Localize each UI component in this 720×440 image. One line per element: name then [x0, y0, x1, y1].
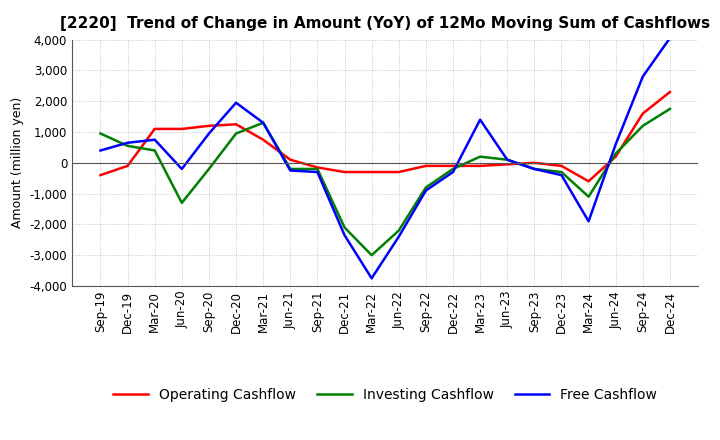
Investing Cashflow — [476, 154, 485, 159]
Free Cashflow — [557, 172, 566, 178]
Free Cashflow — [639, 74, 647, 79]
Y-axis label: Amount (million yen): Amount (million yen) — [11, 97, 24, 228]
Operating Cashflow — [665, 89, 674, 95]
Operating Cashflow — [150, 126, 159, 132]
Free Cashflow — [150, 137, 159, 142]
Free Cashflow — [503, 157, 511, 162]
Investing Cashflow — [150, 148, 159, 153]
Operating Cashflow — [313, 165, 322, 170]
Free Cashflow — [204, 131, 213, 136]
Free Cashflow — [96, 148, 105, 153]
Operating Cashflow — [421, 163, 430, 169]
Free Cashflow — [611, 142, 620, 147]
Investing Cashflow — [611, 151, 620, 156]
Operating Cashflow — [178, 126, 186, 132]
Investing Cashflow — [232, 131, 240, 136]
Free Cashflow — [476, 117, 485, 122]
Investing Cashflow — [639, 123, 647, 128]
Operating Cashflow — [367, 169, 376, 175]
Operating Cashflow — [286, 157, 294, 162]
Free Cashflow — [367, 275, 376, 281]
Investing Cashflow — [584, 194, 593, 199]
Investing Cashflow — [259, 120, 268, 125]
Investing Cashflow — [395, 228, 403, 233]
Free Cashflow — [421, 188, 430, 193]
Operating Cashflow — [530, 160, 539, 165]
Investing Cashflow — [421, 185, 430, 190]
Free Cashflow — [449, 169, 457, 175]
Investing Cashflow — [530, 166, 539, 172]
Free Cashflow — [665, 35, 674, 40]
Free Cashflow — [313, 169, 322, 175]
Operating Cashflow — [557, 163, 566, 169]
Investing Cashflow — [449, 166, 457, 172]
Investing Cashflow — [665, 106, 674, 111]
Free Cashflow — [232, 100, 240, 105]
Investing Cashflow — [367, 253, 376, 258]
Operating Cashflow — [476, 163, 485, 169]
Free Cashflow — [530, 166, 539, 172]
Operating Cashflow — [259, 137, 268, 142]
Investing Cashflow — [96, 131, 105, 136]
Investing Cashflow — [341, 225, 349, 230]
Free Cashflow — [178, 166, 186, 172]
Free Cashflow — [584, 219, 593, 224]
Investing Cashflow — [204, 166, 213, 172]
Legend: Operating Cashflow, Investing Cashflow, Free Cashflow: Operating Cashflow, Investing Cashflow, … — [107, 382, 663, 407]
Operating Cashflow — [395, 169, 403, 175]
Line: Free Cashflow: Free Cashflow — [101, 38, 670, 279]
Investing Cashflow — [557, 169, 566, 175]
Line: Operating Cashflow: Operating Cashflow — [101, 92, 670, 181]
Operating Cashflow — [123, 163, 132, 169]
Free Cashflow — [123, 140, 132, 145]
Title: [2220]  Trend of Change in Amount (YoY) of 12Mo Moving Sum of Cashflows: [2220] Trend of Change in Amount (YoY) o… — [60, 16, 710, 32]
Operating Cashflow — [204, 123, 213, 128]
Investing Cashflow — [286, 166, 294, 172]
Operating Cashflow — [341, 169, 349, 175]
Free Cashflow — [395, 234, 403, 239]
Operating Cashflow — [503, 161, 511, 167]
Operating Cashflow — [449, 163, 457, 169]
Investing Cashflow — [313, 166, 322, 172]
Operating Cashflow — [584, 179, 593, 184]
Operating Cashflow — [611, 154, 620, 159]
Investing Cashflow — [123, 143, 132, 148]
Free Cashflow — [286, 168, 294, 173]
Investing Cashflow — [503, 157, 511, 162]
Free Cashflow — [259, 120, 268, 125]
Investing Cashflow — [178, 200, 186, 205]
Line: Investing Cashflow: Investing Cashflow — [101, 109, 670, 255]
Operating Cashflow — [232, 121, 240, 127]
Free Cashflow — [341, 232, 349, 238]
Operating Cashflow — [639, 111, 647, 116]
Operating Cashflow — [96, 172, 105, 178]
